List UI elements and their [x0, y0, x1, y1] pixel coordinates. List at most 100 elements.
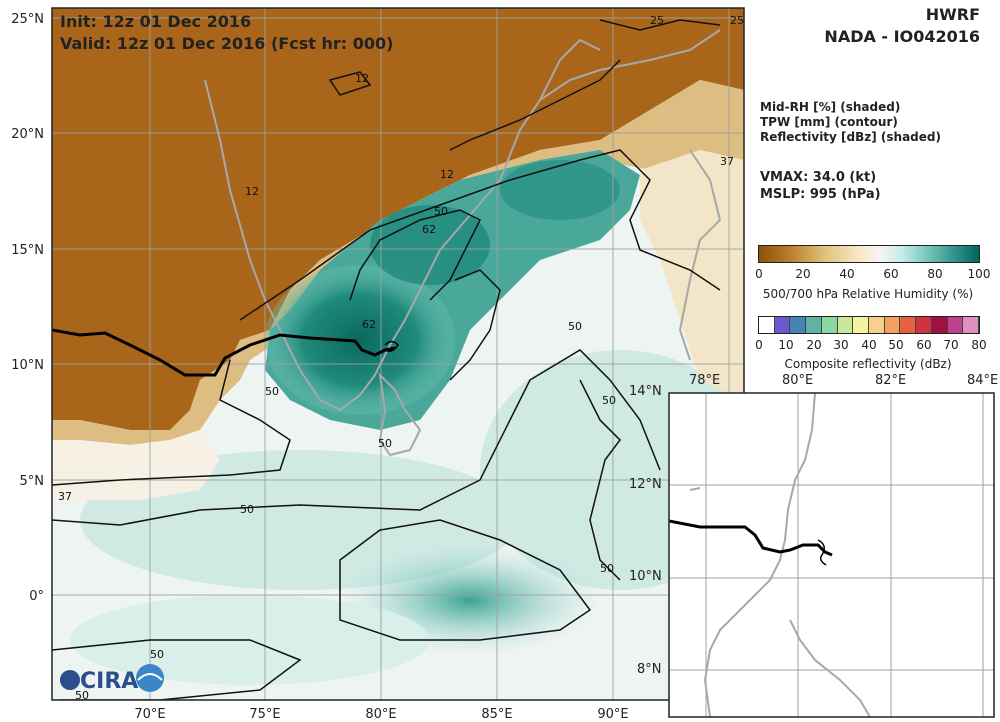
- contour-label: 37: [58, 490, 72, 503]
- cyclone-core: [265, 265, 455, 415]
- rh-tick: 40: [839, 267, 855, 281]
- ref-color-segment: [821, 317, 838, 333]
- storm-symbol: [384, 340, 399, 352]
- inset-lon-label: 80°E: [782, 373, 814, 388]
- inset-coastline: [689, 487, 701, 491]
- rh-tick: 20: [795, 267, 811, 281]
- contour-label: 50: [600, 562, 614, 575]
- ref-color-segment: [774, 317, 791, 333]
- storm-name: NADA - IO042016: [824, 27, 980, 46]
- inset-lon-label: 78°E: [689, 373, 721, 388]
- ref-color-segment: [947, 317, 964, 333]
- init-time: Init: 12z 01 Dec 2016: [60, 12, 252, 31]
- contour-label: 50: [434, 205, 448, 218]
- rh-tick: 0: [755, 267, 763, 281]
- transition-band: [52, 80, 744, 445]
- inset-lon-label: 84°E: [967, 373, 999, 388]
- rh-tick: 80: [927, 267, 943, 281]
- ref-tick: 70: [943, 338, 959, 352]
- rh-colorbar-label: 500/700 hPa Relative Humidity (%): [762, 287, 974, 301]
- ref-color-segment: [790, 317, 807, 333]
- mslp-value: MSLP: 995 (hPa): [760, 187, 881, 202]
- ref-tick: 20: [806, 338, 822, 352]
- tpw-contours: [52, 19, 721, 700]
- contour-labels: 25 25 12 12 12 37 50 62 62 50 50 50 50 5…: [58, 14, 744, 702]
- lat-axis-labels: 25°N 20°N 15°N 10°N 5°N 0°: [11, 12, 44, 604]
- lon-label: 80°E: [365, 707, 396, 722]
- contour-label: 50: [378, 437, 392, 450]
- vmax-value: VMAX: 34.0 (kt): [760, 170, 877, 185]
- reflectivity-colorbar: [758, 316, 980, 334]
- cira-logo-text: CIRA: [80, 669, 138, 694]
- coastlines: [204, 29, 722, 457]
- lon-label: 90°E: [597, 707, 628, 722]
- legend-reflectivity: Reflectivity [dBz] (shaded): [760, 130, 941, 144]
- ref-color-segment: [963, 317, 980, 333]
- contour-label: 62: [422, 223, 436, 236]
- lon-axis-labels: 70°E 75°E 80°E 85°E 90°E: [134, 707, 628, 722]
- map-frame: [51, 7, 745, 701]
- ref-tick: 0: [755, 338, 763, 352]
- contour-label: 12: [245, 185, 259, 198]
- ref-color-segment: [837, 317, 854, 333]
- dry-land-region: [52, 8, 744, 430]
- ref-tick: 40: [861, 338, 877, 352]
- ref-color-segment: [884, 317, 901, 333]
- contour-label: 62: [362, 318, 376, 331]
- lat-label: 10°N: [11, 358, 44, 373]
- rh-tick: 60: [883, 267, 899, 281]
- ref-color-segment: [900, 317, 917, 333]
- ref-tick: 80: [971, 338, 987, 352]
- inset-lon-label: 82°E: [875, 373, 907, 388]
- lat-label: 0°: [29, 589, 44, 604]
- contour-label: 12: [440, 168, 454, 181]
- storm-track: [52, 328, 396, 377]
- lon-label: 70°E: [134, 707, 165, 722]
- contour-label: 25: [650, 14, 664, 27]
- contour-label: 25: [730, 14, 744, 27]
- inset-map: [668, 392, 995, 718]
- inset-storm-track: [669, 519, 833, 557]
- legend-tpw: TPW [mm] (contour): [760, 115, 898, 129]
- ref-tick: 50: [888, 338, 904, 352]
- lat-label: 5°N: [20, 474, 45, 489]
- rh-tick: 100: [967, 267, 991, 281]
- ref-color-segment: [806, 317, 822, 333]
- inset-coastline: [789, 619, 871, 717]
- ref-color-segment: [916, 317, 932, 333]
- contour-label: 12: [355, 72, 369, 85]
- ref-tick: 10: [778, 338, 794, 352]
- rh-colorbar: [758, 245, 980, 263]
- ref-color-segment: [759, 317, 775, 333]
- contour-label: 50: [265, 385, 279, 398]
- ref-color-segment: [853, 317, 870, 333]
- lon-label: 75°E: [249, 707, 280, 722]
- ref-colorbar-label: Composite reflectivity (dBz): [784, 357, 952, 371]
- cyclone-core: [370, 205, 490, 285]
- valid-time: Valid: 12z 01 Dec 2016 (Fcst hr: 000): [60, 34, 394, 53]
- model-name: HWRF: [925, 5, 980, 24]
- inset-lat-label: 14°N: [629, 384, 662, 399]
- contour-label: 50: [240, 503, 254, 516]
- inset-coastline: [703, 393, 816, 717]
- legend-rh: Mid-RH [%] (shaded): [760, 100, 901, 114]
- cyclone-core: [500, 160, 620, 220]
- inset-lat-label: 8°N: [637, 662, 662, 677]
- ref-tick: 30: [833, 338, 849, 352]
- contour-label: 50: [150, 648, 164, 661]
- lat-label: 25°N: [11, 12, 44, 27]
- contour-label: 50: [602, 394, 616, 407]
- contour-label: 50: [75, 689, 89, 702]
- contour-label: 37: [720, 155, 734, 168]
- grid-lines: [52, 8, 744, 700]
- contour-label: 50: [568, 320, 582, 333]
- inset-lat-label: 10°N: [629, 569, 662, 584]
- lon-label: 85°E: [481, 707, 512, 722]
- cira-logo: CIRA: [60, 664, 164, 694]
- ref-color-segment: [869, 317, 885, 333]
- inset-lat-label: 12°N: [629, 477, 662, 492]
- lat-label: 15°N: [11, 243, 44, 258]
- ref-color-segment: [931, 317, 948, 333]
- ref-tick: 60: [916, 338, 932, 352]
